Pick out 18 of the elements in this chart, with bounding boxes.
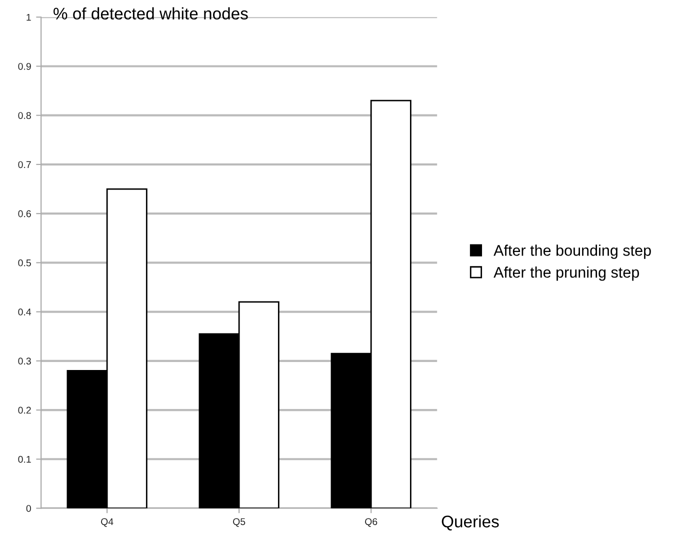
y-axis-title: % of detected white nodes bbox=[54, 7, 248, 20]
y-tick-label: 0.6 bbox=[18, 210, 31, 218]
y-tick-label: 1 bbox=[26, 14, 31, 21]
y-tick-label: 0.8 bbox=[18, 112, 31, 119]
y-tick-label: 0.9 bbox=[18, 62, 31, 70]
y-tick-label: 0.1 bbox=[18, 456, 31, 463]
y-tick-label: 0.5 bbox=[18, 259, 31, 266]
x-tick-label: Q6 bbox=[365, 518, 378, 527]
y-tick-label: 0.2 bbox=[18, 406, 31, 414]
y-tick-label: 0.7 bbox=[18, 161, 31, 168]
y-tick-label: 0.3 bbox=[18, 358, 31, 365]
legend-label: After the bounding step bbox=[494, 244, 651, 259]
x-tick-label: Q5 bbox=[233, 518, 246, 527]
y-tick-label: 0 bbox=[26, 504, 31, 512]
y-tick-label: 0.4 bbox=[18, 308, 32, 316]
x-tick-label: Q4 bbox=[101, 518, 114, 527]
x-axis-title: Queries bbox=[442, 515, 499, 530]
legend-label: After the pruning step bbox=[494, 266, 639, 281]
